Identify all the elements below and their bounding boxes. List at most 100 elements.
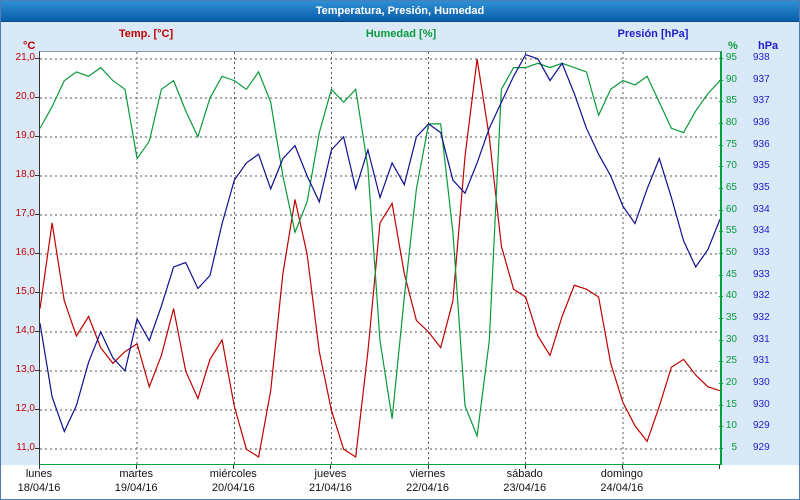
pressure-axis-unit: hPa (758, 40, 779, 52)
temp-tick-mark (35, 370, 39, 372)
temp-tick-label: 16,0 (15, 247, 35, 259)
day-date-label: 22/04/16 (406, 482, 449, 494)
temp-tick-label: 14,0 (15, 325, 35, 337)
series-line-humidity (40, 62, 720, 439)
humidity-tick-mark (719, 317, 723, 319)
humidity-tick-label: 85 (725, 95, 737, 107)
pressure-tick-label: 931 (753, 333, 770, 345)
series-line-temp (40, 58, 720, 459)
humidity-tick-label: 40 (725, 290, 737, 302)
day-date-label: 21/04/16 (309, 482, 352, 494)
humidity-tick-label: 70 (725, 160, 737, 172)
humidity-tick-mark (719, 426, 723, 428)
humidity-tick-mark (719, 448, 723, 449)
humidity-tick-label: 55 (725, 225, 737, 237)
x-axis-tick-mark (39, 465, 40, 469)
humidity-tick-mark (719, 166, 723, 168)
pressure-tick-label: 934 (753, 203, 770, 215)
humidity-tick-mark (719, 382, 723, 384)
legend-temp: Temp. [°C] (118, 28, 174, 40)
humidity-tick-label: 15 (725, 398, 737, 410)
humidity-tick-label: 75 (725, 138, 737, 150)
temp-tick-label: 19,0 (15, 130, 35, 142)
plot-area (39, 51, 722, 466)
humidity-tick-label: 35 (725, 311, 737, 323)
temp-tick-mark (35, 175, 39, 177)
humidity-tick-mark (719, 274, 723, 276)
humidity-tick-label: 10 (725, 420, 737, 432)
x-axis-tick-mark (136, 465, 138, 469)
humidity-tick-mark (719, 296, 723, 298)
day-date-label: 24/04/16 (600, 482, 644, 494)
temp-tick-mark (35, 448, 39, 450)
day-name-label: domingo (600, 468, 643, 480)
temp-tick-label: 18,0 (15, 169, 35, 181)
temp-tick-mark (35, 214, 39, 216)
day-name-label: lunes (25, 468, 53, 480)
day-name-label: viernes (409, 468, 446, 480)
pressure-tick-label: 935 (753, 181, 770, 193)
temp-tick-label: 17,0 (15, 208, 35, 220)
pressure-tick-label: 936 (753, 116, 770, 128)
x-axis-tick-mark (427, 465, 429, 469)
legend-pressure: Presión [hPa] (617, 28, 689, 40)
humidity-tick-label: 25 (725, 355, 737, 367)
chart-canvas (40, 52, 720, 464)
pressure-tick-label: 938 (753, 51, 770, 63)
pressure-tick-label: 937 (753, 73, 770, 85)
x-axis-tick-mark (233, 465, 235, 469)
humidity-tick-mark (719, 339, 723, 341)
day-name-label: miércoles (209, 468, 257, 480)
temp-tick-label: 20,0 (15, 91, 35, 103)
pressure-tick-label: 931 (753, 355, 770, 367)
humidity-tick-label: 5 (731, 442, 737, 453)
temp-tick-label: 15,0 (15, 286, 35, 298)
pressure-tick-label: 932 (753, 311, 770, 323)
window-title: Temperatura, Presión, Humedad (315, 5, 485, 17)
left-axis-unit: °C (23, 40, 36, 52)
x-axis-tick-mark (330, 465, 332, 469)
temp-tick-mark (35, 97, 39, 99)
temp-tick-label: 12,0 (15, 403, 35, 415)
day-name-label: sábado (506, 468, 543, 480)
humidity-tick-label: 60 (725, 203, 737, 215)
pressure-tick-label: 929 (753, 420, 770, 432)
humidity-tick-mark (719, 361, 723, 363)
humidity-tick-mark (719, 231, 723, 233)
pressure-tick-label: 933 (753, 246, 770, 258)
humidity-tick-mark (719, 122, 723, 124)
pressure-tick-label: 936 (753, 138, 770, 150)
day-name-label: martes (119, 468, 153, 480)
temp-tick-mark (35, 58, 39, 60)
series-line-pressure (40, 53, 720, 434)
pressure-tick-label: 937 (753, 95, 770, 107)
humidity-tick-mark (719, 57, 723, 59)
humidity-tick-mark (719, 101, 723, 103)
humidity-tick-label: 95 (725, 51, 737, 63)
legend-humidity: Humedad [%] (365, 28, 437, 40)
humidity-axis-unit: % (728, 40, 738, 52)
humidity-tick-label: 80 (725, 116, 737, 128)
humidity-tick-label: 20 (725, 376, 737, 388)
humidity-tick-mark (719, 79, 723, 81)
day-date-label: 20/04/16 (211, 482, 255, 494)
temp-tick-mark (35, 292, 39, 294)
humidity-tick-label: 30 (725, 333, 737, 345)
temp-tick-mark (35, 409, 39, 411)
pressure-tick-label: 934 (753, 225, 770, 237)
humidity-tick-mark (719, 252, 723, 254)
x-axis-tick-mark (621, 465, 623, 469)
humidity-tick-label: 50 (725, 246, 737, 258)
pressure-tick-label: 930 (753, 376, 770, 388)
day-name-label: jueves (314, 468, 347, 480)
temp-tick-mark (35, 253, 39, 255)
temp-tick-label: 13,0 (15, 364, 35, 376)
x-axis-label-strip (1, 465, 799, 499)
temp-tick-mark (35, 136, 39, 138)
temp-tick-label: 11,0 (16, 442, 35, 454)
humidity-tick-mark (719, 209, 723, 211)
day-date-label: 23/04/16 (503, 482, 547, 494)
pressure-tick-label: 935 (753, 160, 770, 172)
humidity-tick-label: 90 (725, 73, 737, 85)
